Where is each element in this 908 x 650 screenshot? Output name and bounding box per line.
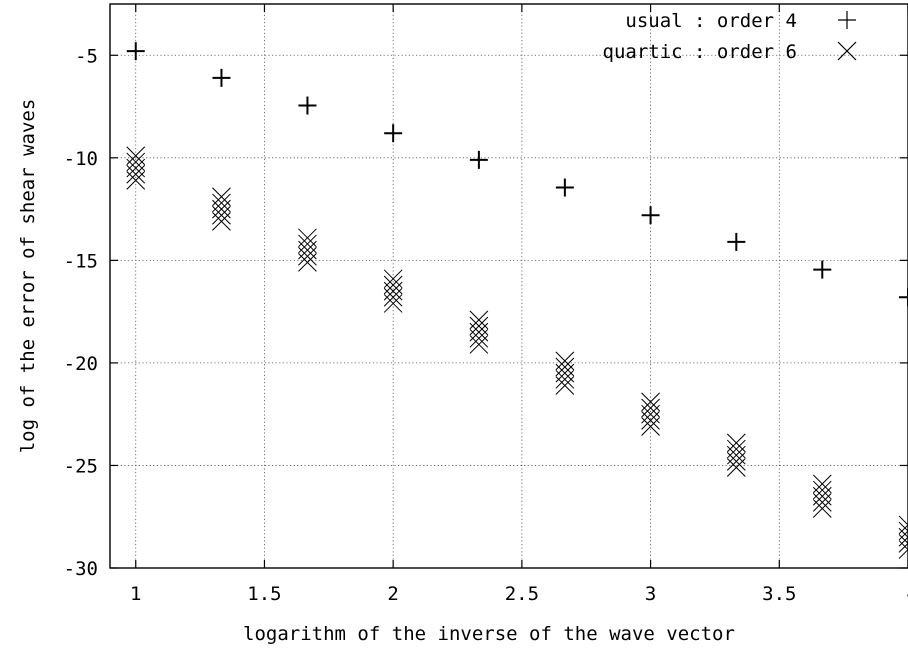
cross-marker xyxy=(298,246,317,266)
grid-lines xyxy=(110,4,908,569)
cross-marker xyxy=(383,294,403,313)
y-tick-label: -5 xyxy=(75,45,98,67)
plus-marker xyxy=(212,68,231,87)
cross-stroke-b xyxy=(898,524,908,535)
cross-marker xyxy=(126,171,146,190)
x-axis-label: logarithm of the inverse of the wave vec… xyxy=(243,623,735,645)
cross-stroke-b xyxy=(812,493,832,512)
cross-marker xyxy=(898,521,908,541)
cross-marker xyxy=(726,451,746,471)
x-tick-label: 2 xyxy=(387,583,398,605)
cross-marker xyxy=(898,515,908,535)
cross-stroke-b xyxy=(555,369,575,389)
plus-marker xyxy=(641,206,660,225)
cross-stroke-b xyxy=(212,212,231,231)
y-tick-label: -15 xyxy=(64,250,98,272)
cross-stroke-b xyxy=(726,451,746,471)
cross-marker xyxy=(298,253,317,272)
cross-stroke-a xyxy=(898,540,908,551)
x-tick-label: 4 xyxy=(907,583,908,605)
cross-stroke-b xyxy=(298,253,317,272)
cross-stroke-b xyxy=(383,287,403,307)
cross-marker xyxy=(898,534,908,553)
cross-stroke-b xyxy=(812,499,832,518)
cross-stroke-b xyxy=(898,542,908,553)
cross-marker xyxy=(383,287,403,307)
cross-stroke-b xyxy=(837,41,857,61)
y-tick-label: -25 xyxy=(64,455,98,477)
legend-label: usual : order 4 xyxy=(625,10,797,32)
plus-marker xyxy=(298,96,317,115)
cross-marker xyxy=(726,458,746,477)
plus-marker xyxy=(727,232,746,251)
x-tick-label: 1.5 xyxy=(247,583,281,605)
legend: usual : order 4 quartic : order 6 xyxy=(603,10,857,63)
cross-marker xyxy=(126,164,146,184)
cross-stroke-a xyxy=(898,527,908,538)
cross-marker xyxy=(212,212,231,231)
cross-marker xyxy=(812,499,832,518)
cross-marker xyxy=(898,527,908,547)
cross-stroke-b xyxy=(212,205,231,225)
y-axis-label: log of the error of shear waves xyxy=(17,99,39,454)
cross-marker xyxy=(555,369,575,389)
x-tick-label: 1 xyxy=(130,583,141,605)
cross-marker xyxy=(469,328,489,348)
axis-ticks xyxy=(110,4,908,569)
plot-frame xyxy=(109,3,908,569)
legend-cross-marker xyxy=(837,41,857,61)
plus-marker xyxy=(384,124,403,143)
cross-stroke-b xyxy=(641,410,660,430)
x-tick-label: 2.5 xyxy=(505,583,539,605)
x-tick-labels: 1 1.5 2 2.5 3 3.5 4 xyxy=(130,583,908,605)
data-points xyxy=(126,42,908,559)
plus-marker xyxy=(126,42,145,61)
cross-stroke-a xyxy=(898,534,908,545)
y-tick-labels: -5 -10 -15 -20 -25 -30 xyxy=(64,45,98,580)
cross-stroke-b xyxy=(469,328,489,348)
plus-marker xyxy=(899,288,908,307)
x-tick-label: 3.5 xyxy=(762,583,796,605)
cross-marker xyxy=(641,417,660,436)
plus-marker xyxy=(813,260,832,279)
cross-stroke-a xyxy=(898,521,908,532)
cross-marker xyxy=(212,205,231,225)
cross-stroke-b xyxy=(469,335,489,354)
cross-stroke-b xyxy=(126,171,146,190)
y-tick-label: -20 xyxy=(64,353,98,375)
cross-stroke-a xyxy=(898,515,908,526)
cross-marker xyxy=(469,335,489,354)
cross-stroke-b xyxy=(383,294,403,313)
cross-stroke-b xyxy=(898,530,908,541)
cross-marker xyxy=(898,540,908,559)
cross-stroke-b xyxy=(898,536,908,547)
cross-marker xyxy=(641,410,660,430)
cross-marker xyxy=(812,493,832,512)
legend-label: quartic : order 6 xyxy=(603,41,797,63)
cross-stroke-b xyxy=(126,164,146,184)
legend-plus-marker xyxy=(838,11,856,29)
cross-stroke-b xyxy=(555,376,575,395)
plus-marker xyxy=(469,150,488,169)
plus-marker xyxy=(555,178,574,197)
cross-stroke-b xyxy=(898,548,908,559)
x-tick-label: 3 xyxy=(645,583,656,605)
cross-stroke-b xyxy=(298,246,317,266)
cross-marker xyxy=(555,376,575,395)
y-tick-label: -10 xyxy=(64,148,98,170)
cross-stroke-b xyxy=(641,417,660,436)
cross-stroke-b xyxy=(726,458,746,477)
y-tick-label: -30 xyxy=(64,558,98,580)
